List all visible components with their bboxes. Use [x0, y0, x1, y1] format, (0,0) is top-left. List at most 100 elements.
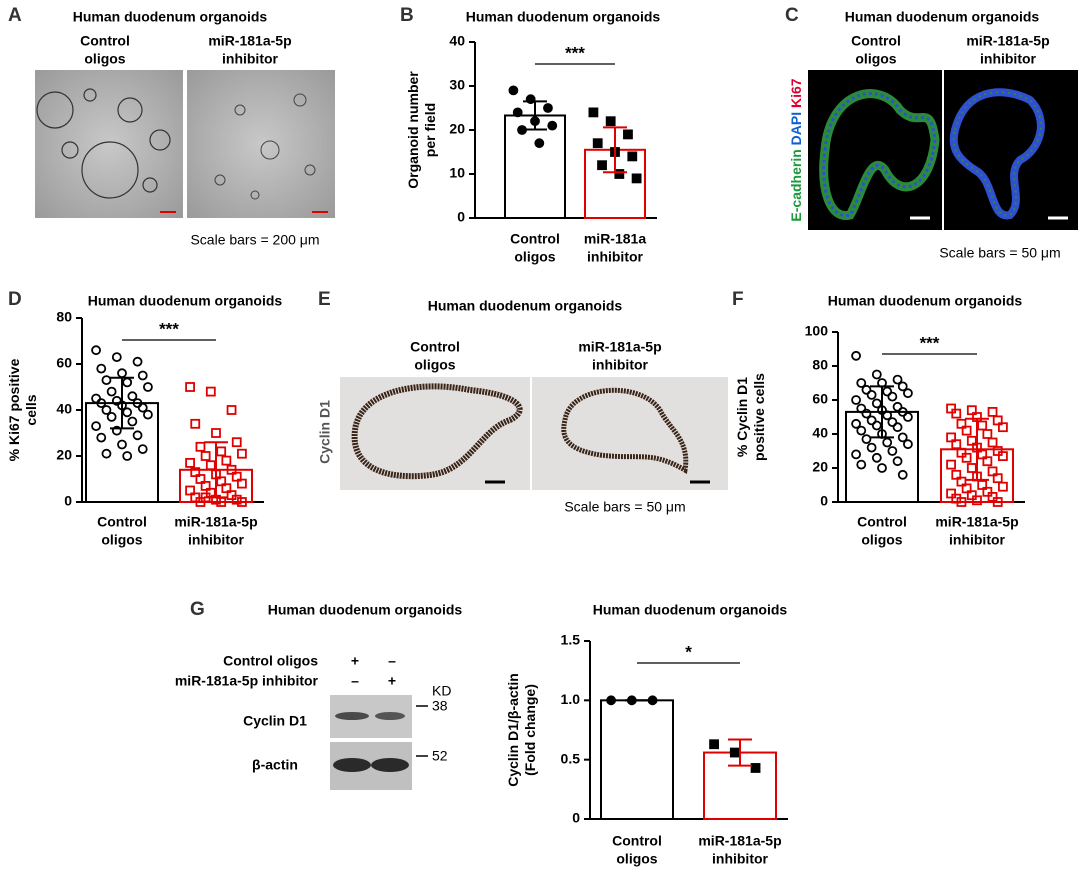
data-point [951, 469, 962, 480]
data-point [627, 151, 638, 162]
panel-letter: C [785, 5, 799, 26]
data-point [508, 85, 519, 96]
data-point [185, 457, 195, 468]
data-point [887, 391, 898, 402]
sign: – [388, 653, 396, 669]
data-point [231, 494, 242, 505]
data-point [96, 432, 107, 443]
condition-label: oligos [84, 51, 125, 67]
data-point [226, 464, 237, 475]
data-point [534, 138, 545, 149]
band-label: β-actin [252, 757, 298, 773]
data-point [966, 490, 977, 501]
data-point [122, 377, 133, 388]
condition-label: inhibitor [222, 51, 279, 67]
row-label: Control oligos [223, 653, 318, 669]
data-point [897, 469, 908, 480]
y-tick-label: 40 [56, 401, 72, 417]
data-point [992, 446, 1003, 456]
panel-title: Human duodenum organoids [845, 9, 1040, 25]
band [375, 712, 405, 720]
data-point [91, 393, 101, 404]
y-axis-label: Organoid number per field [405, 71, 438, 189]
data-point [987, 466, 998, 477]
data-point [117, 439, 127, 450]
y-tick-label: 40 [812, 425, 828, 441]
data-point [987, 437, 998, 448]
data-point [221, 483, 232, 494]
data-point [856, 378, 867, 388]
x-tick-label: inhibitor [949, 532, 1006, 548]
y-tick-label: 60 [812, 391, 828, 407]
x-tick-label: Control [612, 833, 662, 849]
significance: *** [565, 43, 585, 62]
data-point [137, 444, 148, 455]
sign: + [351, 653, 359, 669]
micrograph [35, 70, 183, 218]
data-point [205, 460, 216, 471]
x-tick-label: miR-181a-5p [698, 833, 781, 849]
data-point [866, 442, 877, 453]
data-point [861, 384, 872, 395]
data-point [231, 471, 242, 482]
bar [504, 114, 566, 219]
scale-note: Scale bars = 50 μm [564, 499, 685, 515]
data-point [961, 425, 972, 436]
y-tick-label: 0 [820, 493, 828, 509]
data-point [111, 425, 122, 436]
kd-label: KD [432, 683, 451, 699]
x-tick-label: oligos [861, 532, 902, 548]
data-point [871, 369, 882, 380]
stain: DAPI [788, 112, 804, 145]
data-point [892, 374, 903, 385]
data-point [111, 352, 122, 363]
data-point [185, 485, 195, 496]
band [333, 758, 371, 772]
y-tick-label: 0 [572, 810, 580, 826]
data-point [185, 382, 195, 392]
stain-label: Cyclin D1 [317, 400, 333, 464]
condition-label: oligos [414, 357, 455, 373]
data-point [647, 695, 658, 706]
data-point [977, 480, 988, 490]
data-point [946, 403, 956, 414]
data-point [887, 417, 898, 428]
data-point [96, 398, 107, 409]
kd-marker: 38 [432, 698, 448, 714]
tissue [561, 387, 689, 474]
panel-title: Human duodenum organoids [73, 9, 268, 25]
y-tick-label: 1.5 [561, 632, 581, 648]
x-tick-label: Control [97, 514, 147, 530]
data-point [856, 403, 867, 414]
data-point [877, 463, 887, 473]
data-point [200, 480, 211, 491]
data-point [631, 173, 642, 184]
condition-label: oligos [855, 51, 896, 67]
y-tick-label: 80 [56, 309, 72, 325]
data-point [122, 451, 133, 461]
x-tick-label: inhibitor [188, 532, 245, 548]
y-tick-label: 80 [812, 357, 828, 373]
y-tick-label: 60 [56, 355, 72, 371]
data-point [237, 478, 247, 489]
data-point [987, 491, 998, 502]
chart-title: Human duodenum organoids [466, 9, 661, 25]
data-point [143, 382, 153, 392]
data-point [903, 412, 913, 422]
data-point [882, 410, 893, 421]
y-tick-label: 100 [805, 323, 829, 339]
stain: E-cadherin [788, 149, 804, 221]
condition-label: miR-181a-5p [966, 33, 1049, 49]
y-tick-label: 1.0 [561, 691, 581, 707]
panel-letter: A [8, 5, 22, 26]
data-point [977, 420, 988, 431]
y-axis-label-line: Cyclin D1/β-actin [505, 673, 521, 787]
data-point [972, 495, 982, 506]
chart-title: Human duodenum organoids [593, 602, 788, 618]
y-tick-label: 30 [449, 77, 465, 93]
data-point [221, 455, 232, 466]
data-point [106, 386, 117, 397]
condition-label: inhibitor [592, 357, 649, 373]
data-point [226, 405, 237, 415]
data-point [966, 435, 977, 446]
